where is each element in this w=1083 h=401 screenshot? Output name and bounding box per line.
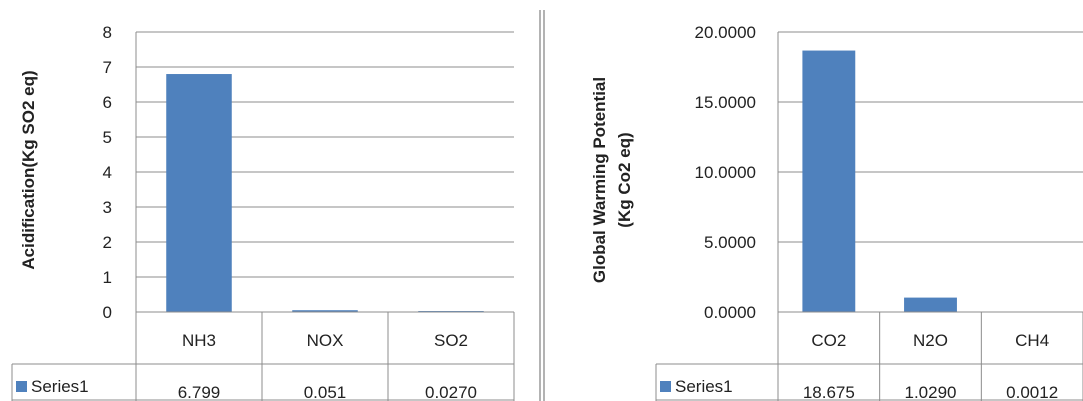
y-tick-label: 10.0000 xyxy=(695,163,756,182)
legend-swatch xyxy=(16,381,27,392)
y-tick-labels: 0.0000 5.0000 10.0000 15.0000 20.0000 xyxy=(695,23,756,322)
value-label: 6.799 xyxy=(178,383,221,401)
y-axis-label-line-2: (Kg Co2 eq) xyxy=(615,132,634,227)
bar-nox xyxy=(292,310,358,312)
y-tick-label: 15.0000 xyxy=(695,93,756,112)
bar-co2 xyxy=(802,50,856,313)
acidification-chart: 0 1 2 3 4 5 6 7 8 NH3 6.799 NOX 0.051 SO2 0.0270 Serie… xyxy=(11,23,515,401)
y-tick-label: 8 xyxy=(103,23,112,42)
y-tick-label: 6 xyxy=(103,93,112,112)
data-table: CO2 18.675 N2O 1.0290 CH4 0.0012 Series1 xyxy=(655,311,1083,401)
legend-series-name: Series1 xyxy=(675,377,733,396)
category-label: N2O xyxy=(913,331,948,350)
y-tick-label: 0.0000 xyxy=(704,303,756,322)
y-tick-label: 7 xyxy=(103,58,112,77)
bar-n2o xyxy=(904,297,957,312)
bar-nh3 xyxy=(166,74,232,312)
value-label: 0.0270 xyxy=(425,383,477,401)
legend-series-name: Series1 xyxy=(31,377,89,396)
category-label: SO2 xyxy=(434,331,468,350)
y-tick-label: 1 xyxy=(103,268,112,287)
y-axis-label: Acidification(Kg SO2 eq) xyxy=(19,70,38,269)
bars xyxy=(802,50,1059,313)
y-tick-label: 2 xyxy=(103,233,112,252)
y-tick-label: 0 xyxy=(103,303,112,322)
category-label: NOX xyxy=(307,331,344,350)
legend-swatch xyxy=(660,381,671,392)
value-label: 0.0012 xyxy=(1006,383,1058,401)
y-tick-label: 4 xyxy=(103,163,112,182)
y-tick-label: 20.0000 xyxy=(695,23,756,42)
category-label: NH3 xyxy=(182,331,216,350)
category-label: CO2 xyxy=(811,331,846,350)
bars xyxy=(166,74,484,312)
y-tick-label: 5.0000 xyxy=(704,233,756,252)
value-label: 1.0290 xyxy=(905,383,957,401)
category-label: CH4 xyxy=(1015,331,1049,350)
value-label: 0.051 xyxy=(304,383,347,401)
y-axis-label-line-1: Global Warming Potential xyxy=(590,77,609,283)
global-warming-chart: 0.0000 5.0000 10.0000 15.0000 20.0000 CO2 18.… xyxy=(590,23,1083,401)
y-tick-label: 3 xyxy=(103,198,112,217)
y-tick-label: 5 xyxy=(103,128,112,147)
y-tick-labels: 0 1 2 3 4 5 6 7 8 xyxy=(103,23,112,322)
data-table: NH3 6.799 NOX 0.051 SO2 0.0270 Series1 xyxy=(11,311,515,401)
value-label: 18.675 xyxy=(803,383,855,401)
